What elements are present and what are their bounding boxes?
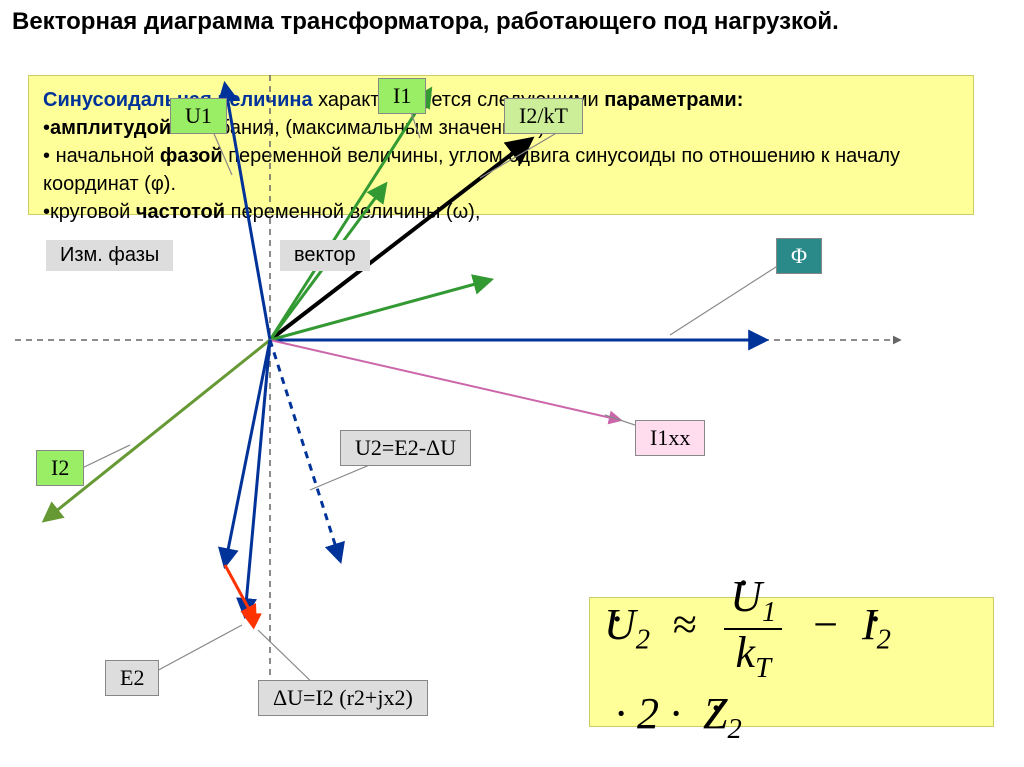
- label-I2: I2: [36, 450, 84, 486]
- label-U2eq: U2=E2-ΔU: [340, 430, 471, 466]
- label-Phi: Φ: [776, 238, 822, 274]
- label-E2: E2: [105, 660, 159, 696]
- label-I1xx: I1xx: [635, 420, 705, 456]
- label-vector: вектор: [280, 240, 370, 271]
- label-phases: Изм. фазы: [46, 240, 173, 271]
- label-dU: ΔU=I2 (r2+jx2): [258, 680, 428, 716]
- label-U1: U1: [170, 98, 227, 134]
- f-lhs: U: [604, 600, 636, 649]
- label-I1: I1: [378, 78, 426, 114]
- formula-box: U2 ≈ U1 kT − I2 · 2 · Z2: [589, 597, 994, 727]
- label-I2kt: I2/kT: [504, 98, 583, 134]
